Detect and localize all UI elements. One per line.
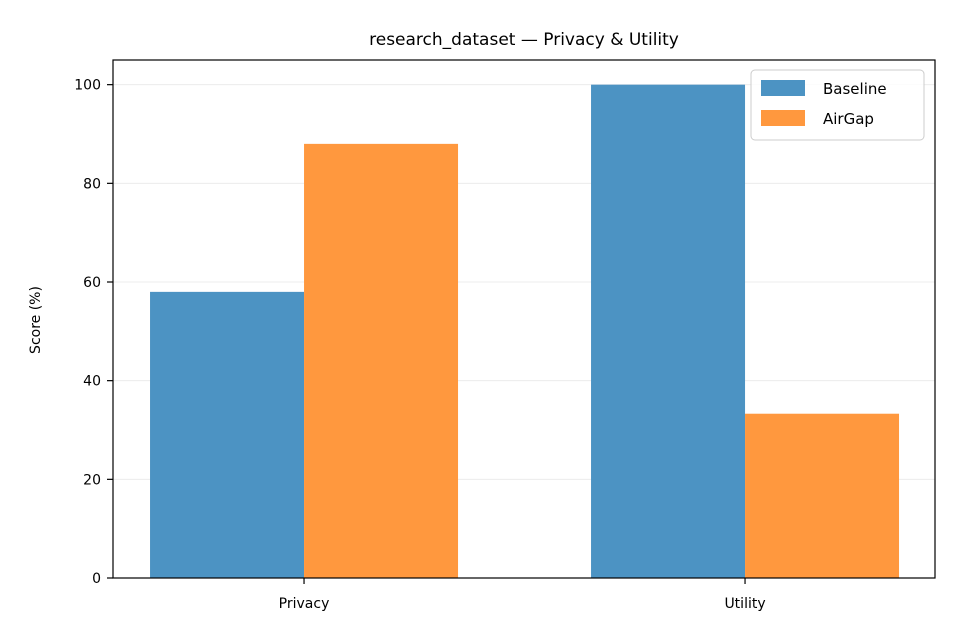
bar-airgap-utility (745, 413, 900, 578)
bars (150, 84, 900, 579)
x-tick-label: Privacy (279, 596, 330, 612)
y-tick-label: 60 (83, 275, 101, 291)
legend-swatch-baseline (761, 80, 805, 96)
chart-title: research_dataset — Privacy & Utility (369, 30, 679, 50)
legend-swatch-airgap (761, 110, 805, 126)
legend: Baseline AirGap (750, 69, 925, 141)
x-tick-label: Utility (724, 596, 765, 612)
y-tick-label: 40 (83, 374, 101, 390)
bar-baseline-utility (591, 84, 746, 579)
plot-frame (112, 59, 936, 579)
y-tick-label: 80 (83, 176, 101, 192)
bar-airgap-privacy (304, 143, 459, 578)
legend-label-airgap: AirGap (823, 110, 874, 128)
legend-label-baseline: Baseline (823, 80, 887, 98)
y-axis-label: Score (%) (28, 286, 44, 354)
y-tick-label: 0 (92, 571, 101, 587)
y-ticks: 0 20 40 60 80 100 (74, 78, 113, 587)
y-tick-label: 20 (83, 472, 101, 488)
bar-baseline-privacy (150, 291, 305, 578)
y-tick-label: 100 (74, 78, 101, 94)
x-ticks: Privacy Utility (279, 578, 766, 612)
